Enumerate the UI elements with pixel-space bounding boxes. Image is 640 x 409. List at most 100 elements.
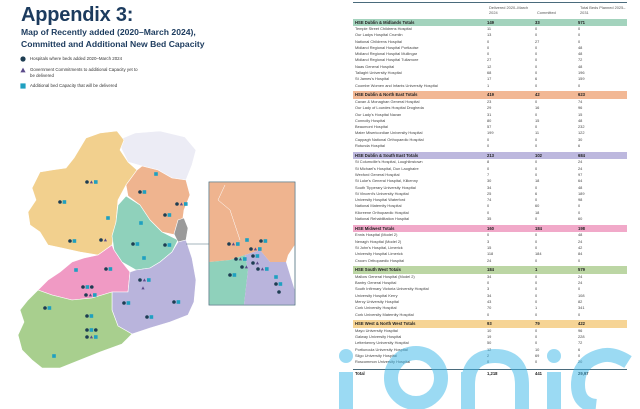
committed-value: 0 <box>535 124 538 130</box>
hospital-name: Ennis Hospital (Model 2) <box>355 232 398 238</box>
planned-value: 48 <box>578 44 583 50</box>
totals-delivered: 93 <box>487 321 492 327</box>
totals-delivered: 149 <box>487 19 494 25</box>
delivered-value: 24 <box>487 257 492 263</box>
planned-value: 24 <box>578 273 583 279</box>
hospital-name: St Columcille's Hospital, Loughlinstown <box>355 159 423 165</box>
table-row: National Maternity Hospital 0 60 0 <box>353 203 627 209</box>
hospital-name: Rotunda Hospital <box>355 143 385 149</box>
capacity-square-marker <box>149 315 154 319</box>
delivered-value: 70 <box>487 305 492 311</box>
table-row: Rotunda Hospital 0 0 6 <box>353 143 627 149</box>
totals-committed: 102 <box>535 152 542 158</box>
hospital-dot-marker <box>85 180 89 184</box>
table-row: Mater Misericordiae University Hospital 1… <box>353 130 627 136</box>
totals-total: 579 <box>578 267 585 273</box>
table-row: Roscommon University Hospital 0 0 20 <box>353 359 627 365</box>
capacity-square-marker <box>85 285 90 289</box>
capacity-square-marker <box>184 202 188 206</box>
delivered-value: 34 <box>487 292 492 298</box>
hospital-name: Nenagh Hospital (Model 2) <box>355 238 402 244</box>
planned-value: 341 <box>578 305 585 311</box>
capacity-square-marker <box>94 180 98 184</box>
hospital-dot-marker <box>90 285 94 289</box>
committed-value: 0 <box>535 44 538 50</box>
hospital-dot-marker <box>274 282 278 286</box>
capacity-square-marker <box>167 243 172 247</box>
commitment-triangle-marker <box>142 278 146 282</box>
totals-name: HSE Dublin & Midlands Totals <box>355 19 415 25</box>
hospital-dot-marker <box>94 328 98 332</box>
header-delivered: Delivered 2020–March 2024 <box>489 5 529 15</box>
hospital-name: Galway University Hospital <box>355 334 402 340</box>
table-row: Kilcreene Orthopaedic Hospital 0 18 0 <box>353 210 627 216</box>
capacity-square-marker <box>89 328 94 332</box>
hospital-name: Kilcreene Orthopaedic Hospital <box>355 209 409 215</box>
planned-value: 96 <box>578 105 583 111</box>
table-row: Temple Street Childrens Hospital 11 0 0 <box>353 26 627 32</box>
table-row: St Michael's Hospital, Dun Laoghaire 0 0 24 <box>353 166 627 172</box>
delivered-value: 35 <box>487 216 492 222</box>
hospital-name: Our Lady's Hospital Navan <box>355 111 402 117</box>
planned-value: 98 <box>578 197 583 203</box>
legend-label: Hospitals where beds added 2020–March 20… <box>30 56 123 61</box>
table-row: Tallaght University Hospital 68 0 196 <box>353 70 627 76</box>
totals-name: HSE South West Totals <box>355 267 401 273</box>
capacity-square-marker <box>176 300 181 304</box>
hospital-name: Mercy University Hospital <box>355 298 399 304</box>
hospital-dot-marker <box>163 243 167 247</box>
delivered-value: 17 <box>487 76 492 82</box>
legend-item-commitments: Government Commitments to additional Cap… <box>20 67 140 78</box>
grand-total-label: Total <box>355 371 365 377</box>
hospital-dot-marker <box>277 290 281 294</box>
committed-value: 0 <box>535 184 538 190</box>
ireland-map <box>17 130 296 369</box>
planned-value: 0 <box>578 32 581 38</box>
planned-value: 228 <box>578 334 585 340</box>
delivered-value: 13 <box>487 32 492 38</box>
table-row: Bantry General Hospital 0 0 24 <box>353 280 627 286</box>
delivered-value: 0 <box>487 359 490 365</box>
hospital-dot-marker <box>138 190 142 194</box>
hospital-name: Our Lady of Lourdes Hospital Drogheda <box>355 105 424 111</box>
table-row: St Columcille's Hospital, Loughlinstown 8… <box>353 159 627 165</box>
table-row: Ennis Hospital (Model 2) 0 0 48 <box>353 232 627 238</box>
hospital-dot-marker <box>163 213 167 217</box>
hospital-dot-marker <box>249 247 253 251</box>
planned-value: 232 <box>578 124 585 130</box>
hospital-name: Beaumont Hospital <box>355 124 388 130</box>
table-row: South Tipperary University Hospital 34 0 48 <box>353 185 627 191</box>
header-committed: Committed <box>537 9 556 15</box>
delivered-value: 118 <box>487 251 494 257</box>
hospital-name: University Hospital Limerick <box>355 251 403 257</box>
delivered-value: 50 <box>487 340 492 346</box>
hospital-dot-marker <box>175 202 179 206</box>
totals-committed: 33 <box>535 19 540 25</box>
hospital-name: Cork University Hospital <box>355 305 397 311</box>
committed-value: 0 <box>535 98 538 104</box>
hospital-name: St James's Hospital <box>355 76 390 82</box>
table-row: National Rehabilitation Hospital 35 0 60 <box>353 216 627 222</box>
committed-value: 0 <box>535 292 538 298</box>
map-legend: Hospitals where beds added 2020–March 20… <box>20 56 140 94</box>
planned-value: 20 <box>578 359 583 365</box>
hospital-name: South Tipperary University Hospital <box>355 184 416 190</box>
totals-name: HSE Dublin & North East Totals <box>355 92 418 98</box>
table-header: Delivered 2020–March 2024 Committed Tota… <box>353 2 627 16</box>
delivered-value: 43 <box>487 298 492 304</box>
planned-value: 0 <box>578 286 581 292</box>
dublin-inset <box>208 181 296 306</box>
capacity-square-marker <box>274 275 278 279</box>
capacity-square-marker <box>258 247 262 251</box>
table-row: Beaumont Hospital 57 0 232 <box>353 124 627 130</box>
table-row: Nenagh Hospital (Model 2) 3 0 24 <box>353 239 627 245</box>
totals-committed: 184 <box>535 225 542 231</box>
capacity-square-marker <box>278 282 283 286</box>
hospital-name: Cappagh National Orthopaedic Hospital <box>355 136 424 142</box>
delivered-value: 10 <box>487 327 492 333</box>
legend-item-hospitals: Hospitals where beds added 2020–March 20… <box>20 56 140 62</box>
committed-value: 0 <box>535 257 538 263</box>
hospital-dot-marker <box>138 278 142 282</box>
committed-value: 6 <box>535 76 538 82</box>
capacity-square-marker <box>142 256 146 260</box>
